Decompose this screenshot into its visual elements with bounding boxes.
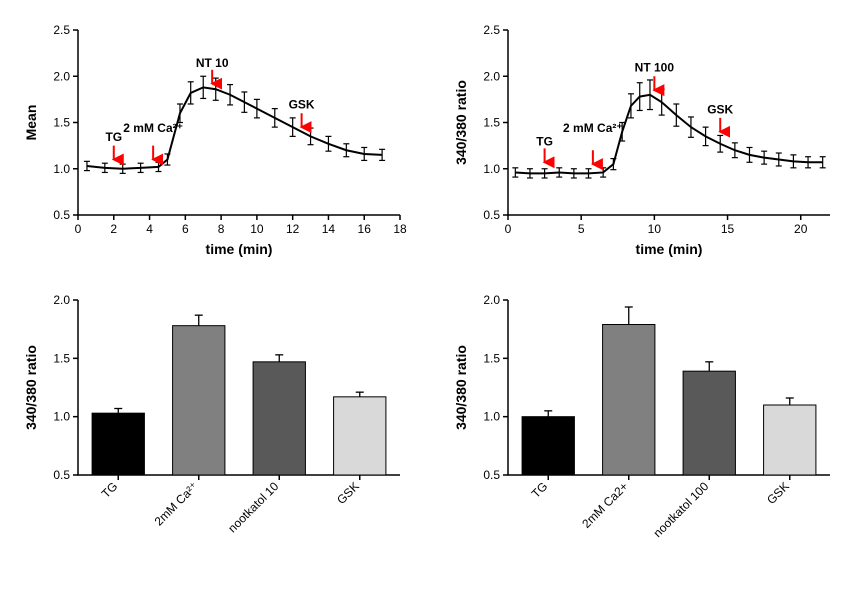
y-tick-label: 2.0 [483, 293, 500, 307]
y-tick-label: 1.5 [53, 116, 70, 130]
x-tick-label: 4 [146, 222, 153, 236]
x-tick-label: 0 [75, 222, 82, 236]
x-tick-label: 2 [110, 222, 117, 236]
y-tick-label: 2.5 [483, 23, 500, 37]
bar [603, 325, 655, 476]
annotation-label: GSK [707, 102, 733, 116]
bar-category-label: GSK [764, 479, 792, 507]
y-tick-label: 1.0 [53, 410, 70, 424]
bar-category-label: nootkatol 100 [651, 479, 712, 540]
bar-category-label: TG [99, 479, 121, 501]
y-tick-label: 0.5 [483, 208, 500, 222]
x-tick-label: 8 [218, 222, 225, 236]
annotation-label: TG [105, 130, 122, 144]
y-tick-label: 2.0 [483, 69, 500, 83]
y-tick-label: 1.5 [483, 116, 500, 130]
annotation-label: TG [536, 135, 553, 149]
bar [334, 397, 386, 475]
y-tick-label: 0.5 [483, 468, 500, 482]
y-tick-label: 1.0 [483, 162, 500, 176]
bar-category-label: GSK [334, 479, 362, 507]
x-tick-label: 0 [505, 222, 512, 236]
x-tick-label: 12 [286, 222, 300, 236]
y-tick-label: 2.0 [53, 69, 70, 83]
bar-chart-right: 0.5 1.0 1.5 2.0 340/380 ratio TG 2mM Ca2+ nootk… [450, 290, 840, 570]
x-axis-label: time (min) [636, 241, 703, 257]
x-tick-label: 15 [721, 222, 735, 236]
y-tick-label: 1.5 [53, 351, 70, 365]
x-axis-label: time (min) [206, 241, 273, 257]
bar-chart-left: 0.5 1.0 1.5 2.0 340/380 ratio TG 2mM Ca²⁺ nootk… [20, 290, 410, 570]
y-tick-label: 1.0 [53, 162, 70, 176]
line-chart-right: 0.5 1.0 1.5 2.0 2.5 0 5 10 15 20 340/380 ratio time… [450, 20, 840, 260]
y-tick-label: 0.5 [53, 208, 70, 222]
bar-category-label: 2mM Ca²⁺ [152, 479, 201, 528]
y-tick-label: 1.5 [483, 351, 500, 365]
bar [522, 417, 574, 475]
bar-chart-left-panel: 0.5 1.0 1.5 2.0 340/380 ratio TG 2mM Ca²⁺ nootk… [20, 290, 410, 570]
x-tick-label: 5 [578, 222, 585, 236]
bar-chart-right-panel: 0.5 1.0 1.5 2.0 340/380 ratio TG 2mM Ca2+ nootk… [450, 290, 840, 570]
bar-category-label: nootkatol 10 [225, 479, 281, 535]
x-tick-label: 10 [250, 222, 264, 236]
annotation-label: NT 10 [196, 56, 229, 70]
bar-category-label: TG [529, 479, 551, 501]
y-tick-label: 0.5 [53, 468, 70, 482]
x-tick-label: 16 [358, 222, 372, 236]
y-axis-label: Mean [23, 105, 39, 141]
y-axis-label: 340/380 ratio [453, 80, 469, 165]
bar [683, 371, 735, 475]
x-tick-label: 20 [794, 222, 808, 236]
x-tick-label: 6 [182, 222, 189, 236]
annotation-label: GSK [289, 98, 315, 112]
annotation-label: 2 mM Ca²⁺ [123, 121, 183, 135]
x-tick-label: 18 [393, 222, 407, 236]
figure-grid: 0.5 1.0 1.5 2.0 2.5 0 2 4 6 8 10 12 14 16 18 Mean time (… [20, 20, 839, 570]
line-chart-right-panel: 0.5 1.0 1.5 2.0 2.5 0 5 10 15 20 340/380 ratio time… [450, 20, 840, 260]
y-tick-label: 2.5 [53, 23, 70, 37]
bar-category-label: 2mM Ca2+ [579, 479, 631, 531]
y-tick-label: 2.0 [53, 293, 70, 307]
y-tick-label: 1.0 [483, 410, 500, 424]
bar [173, 326, 225, 475]
bar [253, 362, 305, 475]
annotation-label: 2 mM Ca²⁺ [563, 121, 623, 135]
data-line [515, 95, 822, 174]
x-tick-label: 10 [648, 222, 662, 236]
y-axis-label: 340/380 ratio [453, 345, 469, 430]
line-chart-left-panel: 0.5 1.0 1.5 2.0 2.5 0 2 4 6 8 10 12 14 16 18 Mean time (… [20, 20, 410, 260]
annotation-label: NT 100 [635, 61, 675, 75]
bar [764, 405, 816, 475]
y-axis-label: 340/380 ratio [23, 345, 39, 430]
x-tick-label: 14 [322, 222, 336, 236]
bar [92, 413, 144, 475]
line-chart-left: 0.5 1.0 1.5 2.0 2.5 0 2 4 6 8 10 12 14 16 18 Mean time (… [20, 20, 410, 260]
